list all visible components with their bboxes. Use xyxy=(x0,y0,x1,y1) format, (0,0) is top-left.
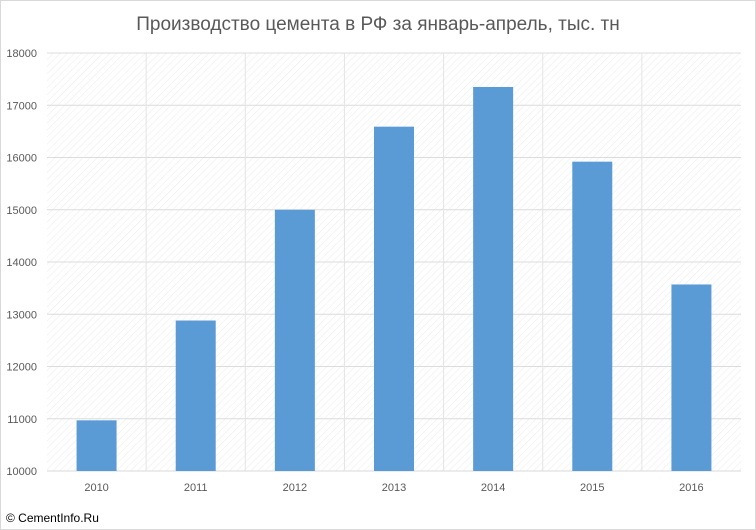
bar-2010 xyxy=(76,420,117,471)
watermark: © CementInfo.Ru xyxy=(6,511,99,525)
x-tick-label: 2016 xyxy=(679,482,703,494)
y-tick-label: 11000 xyxy=(7,414,37,426)
bar-2015 xyxy=(572,161,613,471)
y-tick-label: 14000 xyxy=(6,257,37,269)
bar-2014 xyxy=(473,86,514,472)
y-tick-label: 10000 xyxy=(6,466,37,478)
chart-title: Производство цемента в РФ за январь-апре… xyxy=(136,14,620,35)
x-tick-label: 2010 xyxy=(84,482,108,494)
x-tick-label: 2012 xyxy=(283,482,307,494)
bar-2016 xyxy=(671,284,712,471)
bar-2013 xyxy=(374,126,414,472)
bar-2011 xyxy=(175,320,216,471)
y-tick-label: 12000 xyxy=(6,362,37,374)
x-tick-label: 2014 xyxy=(481,482,505,494)
x-tick-label: 2011 xyxy=(184,482,208,494)
y-tick-label: 13000 xyxy=(6,309,37,321)
x-tick-label: 2015 xyxy=(580,482,604,494)
y-tick-label: 15000 xyxy=(6,205,37,217)
y-tick-label: 18000 xyxy=(6,48,37,60)
y-tick-label: 17000 xyxy=(6,100,37,112)
y-tick-label: 16000 xyxy=(6,153,37,165)
x-tick-label: 2013 xyxy=(382,482,406,494)
bar-2012 xyxy=(274,209,315,471)
